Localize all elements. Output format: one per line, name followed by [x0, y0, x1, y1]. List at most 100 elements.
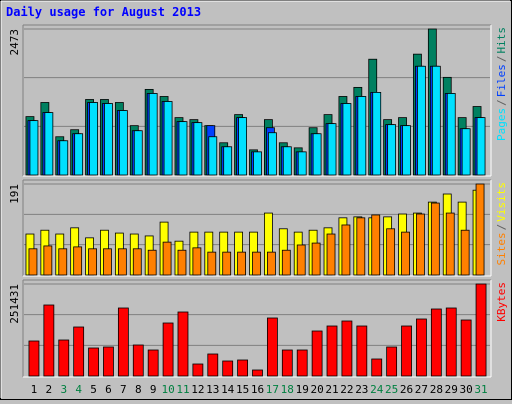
bar: [327, 123, 337, 176]
bar: [401, 231, 410, 276]
legend-entry: Files: [495, 64, 508, 97]
bar: [461, 128, 471, 176]
bar: [281, 349, 293, 377]
x-tick-label: 31: [474, 383, 487, 396]
x-tick-label: 18: [281, 383, 294, 396]
bar: [88, 347, 99, 377]
bar: [178, 121, 188, 176]
bar: [237, 359, 248, 377]
y-tick-label: 191: [8, 184, 21, 204]
bar: [402, 125, 411, 176]
x-tick-label: 22: [340, 383, 353, 396]
bar: [117, 248, 127, 276]
bar: [177, 249, 187, 276]
bar: [341, 320, 353, 377]
legend-separator: /: [495, 99, 508, 106]
bar: [431, 65, 441, 176]
bar: [281, 249, 291, 276]
bar: [342, 103, 352, 176]
bar: [192, 363, 204, 377]
x-tick-label: 30: [460, 383, 473, 396]
panel: [23, 280, 491, 377]
x-tick-label: 25: [385, 383, 398, 396]
legend: KBytes: [495, 282, 508, 322]
x-tick-label: 8: [135, 383, 142, 396]
chart-title: Daily usage for August 2013: [6, 5, 201, 19]
bar: [88, 248, 97, 276]
bar: [387, 124, 397, 176]
bar: [73, 246, 83, 276]
legend: Sites/ Visits: [495, 182, 508, 266]
legend-entry: Visits: [495, 182, 508, 222]
bar: [297, 151, 307, 176]
x-tick-label: 27: [415, 383, 428, 396]
x-tick-label: 14: [221, 383, 235, 396]
bar: [475, 183, 485, 276]
bar: [446, 93, 456, 176]
x-tick-label: 19: [296, 383, 309, 396]
bar: [132, 248, 142, 276]
x-tick-label: 10: [161, 383, 174, 396]
bar: [445, 212, 455, 276]
bar: [162, 241, 172, 276]
bar: [103, 248, 112, 276]
bar: [311, 242, 321, 276]
bar: [208, 136, 218, 176]
bar: [222, 360, 234, 377]
bar: [237, 251, 246, 276]
legend-entry: Sites: [495, 232, 508, 265]
bar: [460, 319, 472, 377]
bar: [58, 248, 68, 276]
bar: [147, 249, 157, 276]
bar: [43, 245, 53, 276]
bar: [296, 244, 306, 276]
bar: [253, 151, 262, 176]
bar: [416, 213, 425, 276]
legend-separator: /: [495, 56, 508, 63]
bar: [43, 304, 55, 377]
bar: [282, 146, 292, 176]
x-tick-label: 15: [236, 383, 249, 396]
bar: [193, 122, 203, 176]
bar: [177, 311, 189, 377]
bar: [223, 146, 233, 176]
bar: [132, 344, 144, 377]
x-tick-label: 20: [310, 383, 323, 396]
bar: [238, 117, 247, 176]
bar: [460, 229, 470, 276]
bar: [163, 101, 173, 176]
x-tick-label: 11: [176, 383, 189, 396]
x-tick-label: 24: [370, 383, 384, 396]
bar: [371, 214, 381, 276]
bar: [252, 251, 261, 276]
x-tick-label: 23: [355, 383, 368, 396]
bar: [28, 248, 38, 276]
legend: Pages/Files/Hits: [495, 27, 508, 141]
x-tick-label: 9: [150, 383, 157, 396]
bar: [356, 217, 366, 276]
bar: [148, 93, 158, 176]
x-tick-label: 5: [90, 383, 97, 396]
bar: [371, 358, 383, 377]
legend-separator: /: [495, 224, 508, 231]
bar: [58, 339, 70, 377]
bar: [222, 251, 232, 276]
bar: [252, 369, 263, 377]
legend-entry: Pages: [495, 108, 508, 141]
x-tick-label: 28: [430, 383, 443, 396]
x-tick-label: 1: [31, 383, 38, 396]
y-tick-label: 2473: [8, 29, 21, 56]
x-tick-label: 26: [400, 383, 413, 396]
bar: [89, 102, 98, 176]
x-tick-label: 17: [266, 383, 279, 396]
bar: [104, 103, 113, 176]
x-tick-label: 21: [325, 383, 338, 396]
bar: [445, 307, 457, 377]
x-tick-label: 6: [105, 383, 112, 396]
bar: [133, 130, 143, 176]
bar: [28, 340, 40, 377]
bar: [341, 224, 351, 276]
x-tick-label: 4: [75, 383, 82, 396]
